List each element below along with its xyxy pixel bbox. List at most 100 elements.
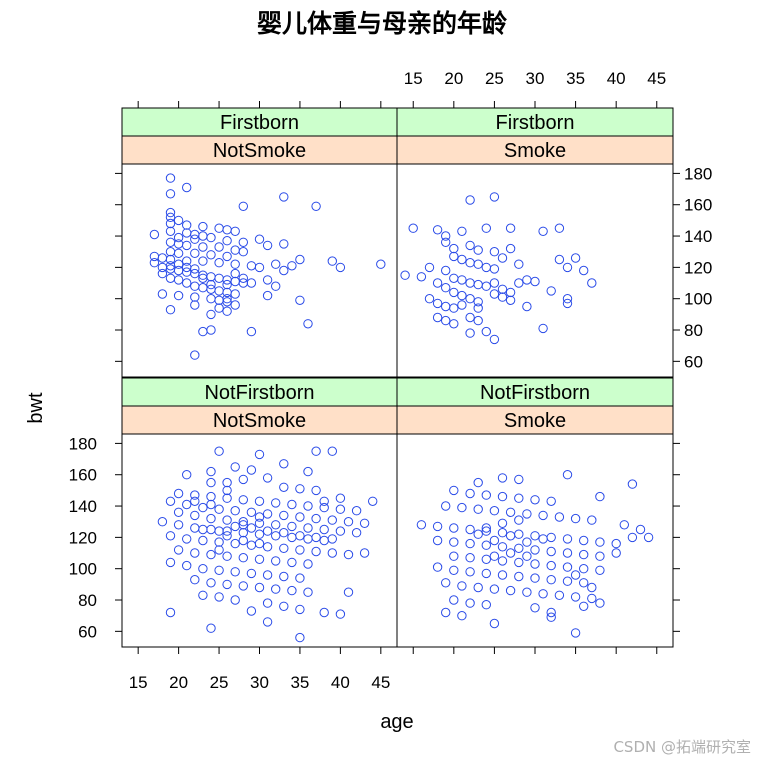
data-point	[514, 474, 524, 485]
data-point	[587, 582, 597, 593]
data-point	[246, 606, 257, 616]
data-point	[457, 275, 467, 285]
data-point	[327, 446, 337, 456]
data-point	[465, 240, 475, 251]
data-point	[481, 540, 491, 550]
data-point	[238, 553, 249, 563]
data-point	[595, 551, 605, 561]
data-point	[319, 607, 329, 618]
data-point	[465, 488, 475, 499]
data-point	[457, 502, 467, 513]
data-point	[505, 548, 516, 558]
data-point	[279, 510, 289, 521]
strip-smoke-label: Smoke	[504, 140, 566, 162]
data-point	[222, 579, 232, 590]
data-point	[562, 576, 573, 586]
strip-firstborn-bg	[121, 377, 398, 407]
data-point	[165, 226, 176, 237]
data-point	[432, 562, 443, 572]
data-point	[173, 215, 184, 226]
data-point	[505, 531, 516, 541]
data-point	[303, 559, 313, 569]
data-point	[190, 300, 200, 310]
y-tick-label: 100	[684, 290, 712, 309]
data-point	[424, 294, 435, 304]
data-point	[157, 289, 168, 299]
data-point	[579, 535, 589, 546]
data-point	[206, 578, 216, 588]
data-point	[546, 575, 556, 585]
data-point	[246, 326, 257, 337]
data-point	[554, 254, 565, 265]
data-point	[214, 545, 224, 555]
data-point	[465, 258, 475, 268]
data-point	[238, 278, 249, 288]
data-point	[206, 623, 216, 633]
data-point	[522, 301, 532, 312]
data-point	[198, 590, 208, 600]
data-point	[465, 598, 475, 608]
data-point	[530, 559, 540, 569]
data-point	[230, 259, 240, 269]
data-point	[595, 537, 605, 547]
data-point	[441, 607, 451, 618]
data-point	[343, 517, 354, 527]
data-point	[514, 543, 524, 553]
data-point	[627, 532, 638, 543]
data-point	[230, 226, 240, 237]
data-point	[182, 560, 192, 571]
data-point	[635, 524, 646, 535]
data-point	[238, 528, 249, 538]
data-point	[497, 518, 508, 528]
data-point	[262, 509, 273, 519]
data-point	[262, 542, 273, 552]
data-point	[432, 225, 443, 235]
strip-smoke-label: NotSmoke	[213, 410, 306, 432]
data-point	[441, 578, 451, 588]
data-point	[206, 524, 216, 535]
data-point	[230, 276, 240, 287]
data-point	[530, 531, 540, 541]
data-point	[165, 557, 176, 568]
data-point	[473, 259, 483, 269]
data-point	[408, 223, 418, 233]
data-point	[254, 234, 265, 244]
data-point	[441, 231, 451, 241]
data-point	[522, 275, 532, 285]
data-point	[238, 247, 249, 257]
data-point	[481, 526, 491, 536]
data-point	[173, 239, 184, 249]
data-point	[165, 607, 176, 618]
data-point	[570, 253, 581, 263]
data-point	[554, 512, 565, 522]
data-point	[279, 265, 289, 276]
data-point	[562, 262, 573, 273]
data-point	[165, 496, 176, 506]
data-point	[497, 473, 508, 483]
data-point	[546, 496, 556, 506]
data-point	[343, 587, 354, 597]
chart-title: 婴儿体重与母亲的年龄	[257, 9, 508, 38]
data-point	[214, 242, 224, 252]
panel-2: Firstborn Smoke	[396, 107, 674, 378]
data-point	[311, 546, 321, 557]
data-point	[457, 290, 467, 301]
data-point	[449, 537, 459, 547]
data-point	[449, 485, 459, 496]
data-point	[279, 192, 289, 202]
data-point	[287, 557, 297, 568]
data-point	[432, 298, 443, 309]
data-point	[206, 499, 216, 510]
strip-smoke-label: Smoke	[504, 410, 566, 432]
data-point	[643, 532, 654, 543]
x-tick-label: 45	[371, 673, 390, 692]
data-point	[214, 504, 224, 514]
data-point	[432, 278, 443, 288]
y-tick-label: 180	[684, 164, 712, 183]
data-point	[579, 549, 589, 560]
data-point	[295, 531, 305, 541]
data-point	[595, 598, 605, 608]
data-point	[198, 326, 208, 337]
data-point	[303, 501, 313, 511]
data-point	[514, 571, 524, 582]
